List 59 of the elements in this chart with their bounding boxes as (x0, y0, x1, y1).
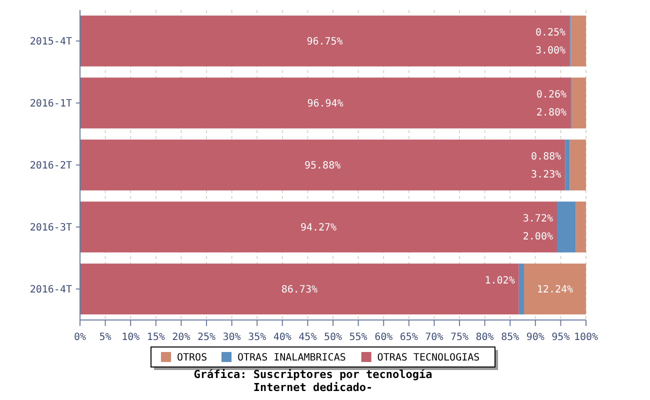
y-tick-label: 2016-3T (30, 222, 72, 234)
data-label: 0.88% (531, 152, 562, 162)
x-tick-label: 70% (425, 332, 444, 343)
data-label: 86.73% (281, 284, 318, 296)
bar (576, 202, 586, 252)
x-tick-label: 80% (476, 332, 494, 343)
x-tick-label: 15% (146, 332, 165, 343)
x-tick-label: 75% (450, 332, 469, 343)
legend-label: OTRAS TECNOLOGIAS (377, 352, 480, 364)
x-tick-label: 60% (374, 332, 393, 343)
bar (80, 264, 519, 314)
x-tick-label: 5% (99, 332, 112, 343)
x-tick-label: 40% (273, 332, 292, 343)
data-label: 94.27% (300, 222, 337, 234)
x-tick-label: 65% (400, 332, 418, 343)
bar (572, 78, 586, 128)
text: Internet dedicado- (253, 381, 373, 394)
data-label: 0.25% (535, 28, 566, 38)
bar (518, 264, 524, 314)
bar (524, 264, 586, 314)
data-label: 12.24% (536, 284, 574, 296)
x-tick-label: 90% (526, 332, 544, 343)
data-label: 2.80% (536, 108, 567, 118)
data-label: 0.26% (536, 90, 567, 100)
x-tick-label: 20% (172, 332, 190, 343)
x-tick-label: 25% (197, 332, 216, 343)
bar (80, 78, 571, 128)
x-tick-label: 30% (222, 332, 241, 343)
data-label: 96.94% (307, 98, 344, 110)
x-tick-label: 85% (501, 332, 520, 343)
x-tick-label: 45% (298, 332, 317, 343)
y-tick-label: 2016-4T (30, 284, 72, 296)
bar (80, 202, 558, 252)
bar (80, 16, 570, 66)
data-label: 2.00% (522, 232, 554, 242)
x-tick-label: 35% (248, 332, 266, 343)
data-label: 1.02% (484, 276, 515, 286)
bar (570, 140, 586, 190)
legend-label: OTRAS INALAMBRICAS (238, 352, 346, 364)
data-label: 95.88% (304, 160, 341, 172)
text: Gráfica: Suscriptores por tecnología (194, 368, 432, 381)
legend-label: OTROS (177, 352, 208, 364)
x-tick-label: 95% (552, 332, 570, 343)
x-tick-label: 55% (349, 332, 368, 343)
bar (565, 140, 570, 190)
x-tick-label: 0% (74, 332, 86, 343)
y-tick-label: 2016-2T (30, 160, 72, 172)
x-tick-label: 100% (574, 332, 598, 343)
bar (557, 202, 576, 252)
data-label: 3.23% (531, 170, 562, 180)
x-tick-label: 10% (122, 332, 140, 343)
data-label: 3.00% (535, 46, 566, 56)
bar (80, 140, 566, 190)
data-label: 3.72% (522, 214, 554, 224)
y-tick-label: 2016-1T (30, 98, 72, 110)
y-tick-label: 2015-4T (30, 36, 72, 48)
data-label: 96.75% (306, 36, 343, 48)
x-tick-label: 50% (324, 332, 342, 343)
bar (570, 16, 586, 66)
